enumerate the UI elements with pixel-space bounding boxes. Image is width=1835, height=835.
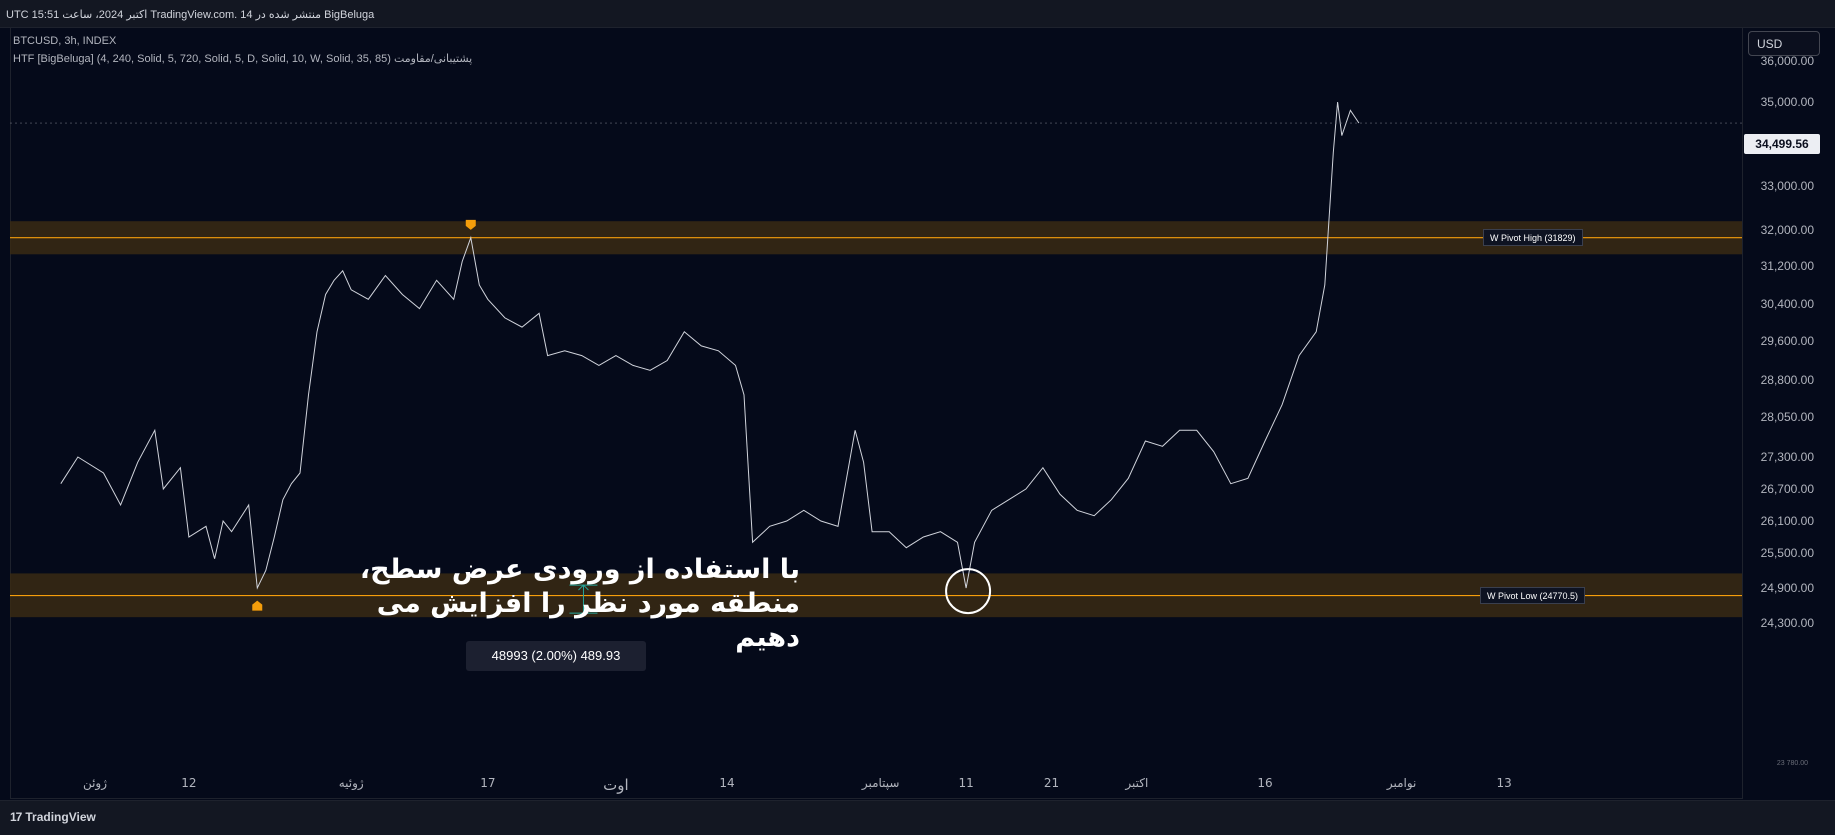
x-tick-label: 12 (181, 776, 196, 790)
x-tick-label: 11 (958, 776, 973, 790)
pivot-low-label: W Pivot Low (24770.5) (1480, 586, 1586, 604)
pivot-high-label: W Pivot High (31829) (1483, 228, 1583, 246)
measure-arrowhead (578, 584, 589, 591)
x-tick-label: اوت (603, 776, 629, 794)
x-tick-label: 16 (1257, 776, 1272, 790)
y-tick-label: 24,900.00 (1761, 581, 1815, 595)
annotation-text: با استفاده از ورودی عرض سطح، منطقه مورد … (340, 553, 800, 655)
y-tick-label: 25,500.00 (1761, 546, 1815, 560)
publish-info: UTC 15:51 اکتبر 2024، ساعت TradingView.c… (6, 9, 375, 21)
y-axis-bottom-label: 23 780.00 (1777, 760, 1808, 767)
x-tick-label: 13 (1496, 776, 1511, 790)
currency-button[interactable]: USD (1748, 31, 1820, 56)
measure-label: 48993 (2.00%) 489.93 (466, 641, 646, 671)
last-price-label: 34,499.56 (1744, 134, 1820, 154)
x-tick-label: 17 (480, 776, 495, 790)
y-tick-label: 29,600.00 (1761, 334, 1815, 348)
y-tick-label: 26,700.00 (1761, 482, 1815, 496)
tradingview-logo-icon: 17 (10, 810, 22, 824)
x-tick-label: 21 (1044, 776, 1059, 790)
top-bar: UTC 15:51 اکتبر 2024، ساعت TradingView.c… (0, 0, 1835, 28)
pivot-marker-low (252, 600, 263, 611)
y-tick-label: 30,400.00 (1761, 297, 1815, 311)
tradingview-brand: TradingView (25, 810, 96, 824)
y-tick-label: 28,800.00 (1761, 373, 1815, 387)
y-tick-label: 31,200.00 (1761, 259, 1815, 273)
x-tick-label: ژوئن (83, 776, 107, 791)
y-tick-label: 35,000.00 (1761, 95, 1815, 109)
indicator-legend[interactable]: HTF [BigBeluga] (4, 240, Solid, 5, 720, … (13, 53, 473, 65)
symbol-legend: BTCUSD, 3h, INDEX (13, 35, 117, 47)
y-tick-label: 32,000.00 (1761, 223, 1815, 237)
y-tick-label: 27,300.00 (1761, 450, 1815, 464)
x-tick-label: ژوئیه (339, 776, 364, 791)
pivot-marker-high (465, 219, 476, 230)
annotation-line-1: با استفاده از ورودی عرض سطح، (359, 554, 800, 585)
annotation-line-2: منطقه مورد نظر را افزایش می دهیم (376, 588, 800, 653)
x-tick-label: 14 (719, 776, 734, 790)
chart-pane[interactable] (10, 27, 1743, 799)
y-tick-label: 24,300.00 (1761, 616, 1815, 630)
y-tick-label: 33,000.00 (1761, 179, 1815, 193)
y-tick-label: 26,100.00 (1761, 514, 1815, 528)
y-tick-label: 28,050.00 (1761, 410, 1815, 424)
x-tick-label: نوامبر (1386, 776, 1417, 791)
x-tick-label: سپتامبر (861, 776, 900, 791)
highlight-circle (945, 568, 992, 615)
bottom-bar (0, 800, 1835, 835)
price-series-line (60, 101, 1360, 590)
y-tick-label: 36,000.00 (1761, 54, 1815, 68)
tradingview-logo[interactable]: 17 TradingView (10, 810, 96, 824)
x-tick-label: اکتبر (1124, 776, 1148, 791)
